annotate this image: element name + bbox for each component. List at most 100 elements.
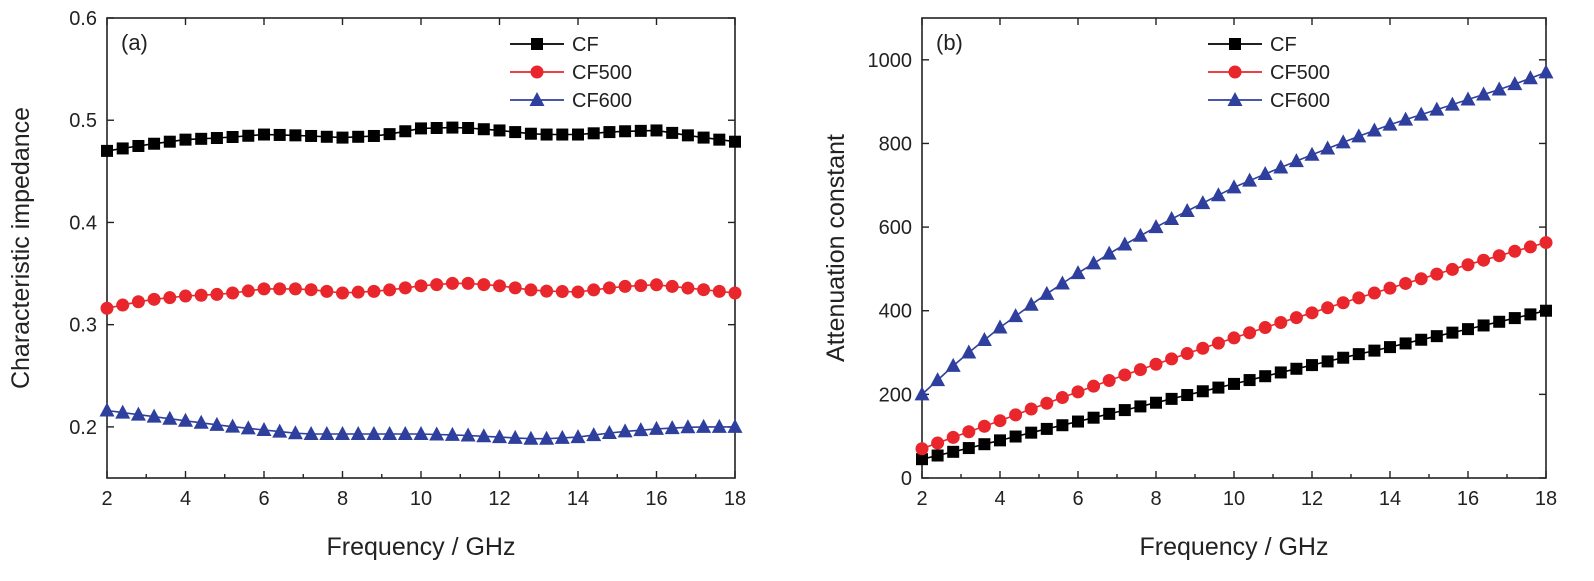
data-point (163, 291, 177, 305)
data-point (429, 426, 445, 441)
x-tick-label: 2 (101, 488, 112, 510)
data-point (1243, 326, 1257, 340)
x-tick-label: 10 (1223, 488, 1245, 510)
data-point (1508, 312, 1521, 325)
data-point (289, 129, 302, 142)
y-axis-label: Characteristic impedance (7, 107, 35, 389)
data-point (305, 129, 318, 142)
legend-marker (531, 38, 543, 50)
data-point (916, 453, 928, 466)
data-point (1133, 363, 1147, 377)
x-tick-label: 12 (1301, 488, 1323, 510)
data-point (1040, 422, 1053, 435)
data-point (1181, 389, 1194, 402)
data-point (430, 278, 444, 292)
data-point (414, 279, 428, 293)
x-tick-label: 6 (1072, 488, 1083, 510)
data-point (256, 421, 272, 436)
data-point (287, 425, 303, 440)
data-point (1321, 355, 1334, 368)
data-point (1493, 315, 1506, 328)
data-point (399, 125, 412, 138)
data-point (1508, 244, 1522, 258)
x-tick-label: 14 (1379, 488, 1401, 510)
data-point (178, 412, 193, 427)
series-cf (101, 121, 741, 157)
data-point (446, 121, 459, 134)
data-point (1165, 392, 1178, 405)
plot-frame (106, 17, 736, 479)
x-axis-label: Frequency / GHz (1140, 533, 1329, 561)
data-point (1429, 101, 1445, 116)
data-point (367, 284, 381, 298)
data-point (1086, 255, 1102, 270)
data-point (1351, 128, 1367, 143)
data-point (1072, 415, 1084, 428)
data-point (1523, 240, 1537, 254)
data-point (1367, 286, 1381, 300)
data-point (493, 279, 506, 293)
x-axis-label: Frequency / GHz (327, 533, 516, 561)
x-tick-label: 16 (1457, 488, 1479, 510)
data-point (366, 426, 382, 441)
legend-marker (529, 92, 545, 106)
data-point (351, 285, 365, 299)
data-point (539, 430, 555, 445)
data-point (1305, 306, 1319, 320)
data-point (1070, 265, 1086, 280)
data-point (1336, 296, 1350, 310)
legend-item-cf600: CF600 (510, 90, 632, 112)
data-point (179, 133, 192, 146)
legend-label: CF600 (1270, 90, 1330, 112)
data-point (930, 372, 946, 387)
data-point (1288, 153, 1304, 168)
data-point (1008, 308, 1024, 323)
data-point (1507, 76, 1523, 91)
data-point (241, 284, 255, 298)
data-point (1477, 253, 1491, 267)
data-point (1071, 385, 1085, 399)
data-point (1149, 357, 1163, 371)
data-point (397, 426, 413, 441)
data-point (179, 289, 192, 303)
data-point (477, 278, 491, 292)
legend-item-cf: CF (1208, 34, 1297, 56)
data-point (1195, 195, 1211, 210)
data-point (1398, 111, 1414, 126)
data-point (1524, 308, 1537, 321)
data-point (696, 418, 712, 433)
data-point (320, 284, 334, 298)
data-point (1196, 341, 1210, 355)
data-point (1102, 373, 1116, 387)
legend-item-cf500: CF500 (1208, 62, 1330, 84)
y-tick-label: 0.6 (69, 8, 97, 30)
data-point (492, 429, 507, 444)
data-point (209, 416, 225, 431)
data-point (666, 126, 679, 139)
data-point (1368, 344, 1381, 357)
data-point (1414, 272, 1428, 286)
data-point (477, 123, 490, 136)
data-point (304, 283, 318, 297)
data-point (116, 298, 130, 312)
data-point (586, 427, 602, 442)
data-point (273, 128, 286, 141)
data-point (163, 135, 176, 148)
data-point (1444, 96, 1460, 111)
data-point (258, 128, 270, 141)
data-point (1087, 411, 1100, 424)
y-tick-label: 0.4 (69, 212, 97, 234)
data-point (697, 283, 711, 297)
x-tick-label: 10 (410, 488, 432, 510)
data-point (602, 281, 616, 295)
x-tick-label: 8 (337, 488, 348, 510)
data-point (992, 319, 1008, 334)
legend-label: CF (1270, 34, 1297, 56)
data-point (1477, 319, 1490, 332)
data-point (680, 419, 696, 434)
data-point (728, 286, 742, 300)
data-point (367, 129, 380, 142)
data-point (1382, 116, 1398, 131)
data-point (210, 287, 224, 301)
data-point (962, 442, 975, 455)
